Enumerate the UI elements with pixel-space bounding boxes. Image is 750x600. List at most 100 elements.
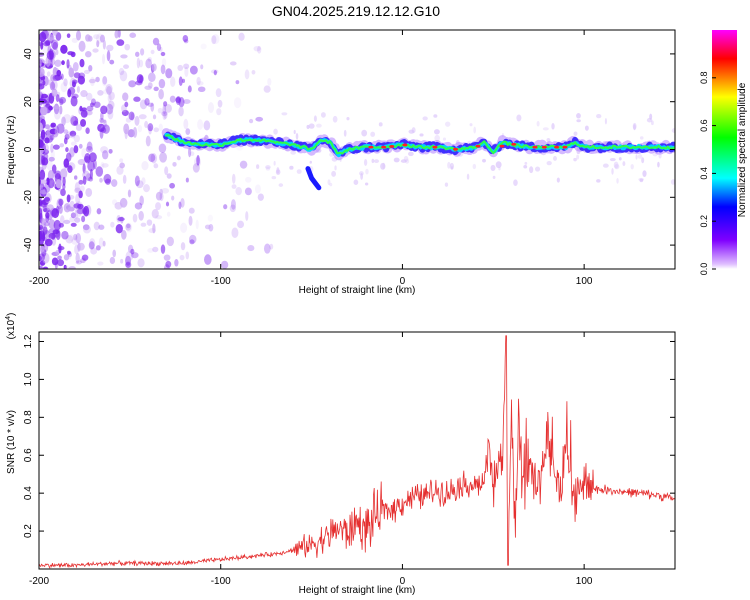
noise-blob: [473, 126, 477, 134]
noise-blob: [175, 97, 182, 104]
noise-blob: [124, 43, 131, 51]
x-tick-label: -100: [211, 576, 231, 587]
ridge-hotspot: [381, 145, 387, 149]
noise-blob: [78, 190, 83, 199]
noise-blob: [584, 125, 589, 131]
noise-blob: [39, 184, 44, 190]
noise-blob: [120, 216, 124, 224]
noise-blob: [295, 132, 299, 140]
noise-blob: [189, 151, 195, 157]
noise-blob: [170, 76, 176, 87]
noise-blob: [184, 66, 189, 78]
noise-blob: [82, 207, 87, 215]
noise-blob: [179, 254, 185, 261]
noise-blob: [55, 49, 59, 56]
noise-blob: [99, 117, 105, 123]
noise-blob: [238, 32, 245, 41]
y-tick-label: -20: [23, 190, 34, 205]
noise-blob: [161, 187, 170, 194]
spectrogram-x-ticks: -200 -100 0 100: [29, 30, 593, 287]
noise-blob: [125, 255, 132, 266]
noise-blob: [164, 104, 172, 113]
noise-blob: [147, 102, 154, 107]
noise-blob: [65, 152, 72, 162]
noise-blob: [174, 259, 179, 267]
noise-blob: [163, 111, 168, 119]
noise-blob: [158, 123, 163, 132]
noise-blob: [63, 129, 69, 134]
noise-blob: [39, 199, 43, 206]
noise-blob: [103, 173, 112, 184]
noise-blob: [609, 157, 616, 162]
noise-blob: [140, 48, 145, 56]
noise-blob: [128, 111, 135, 121]
snr-y-axis-label: SNR (10 * v/v): [6, 410, 17, 474]
noise-blob: [576, 154, 580, 160]
noise-blob: [47, 169, 55, 181]
noise-blob: [106, 44, 114, 52]
noise-blob: [77, 158, 86, 166]
noise-blob: [233, 97, 242, 109]
ridge-hotspot: [475, 144, 481, 148]
noise-blob: [152, 114, 157, 120]
noise-blob: [67, 250, 72, 260]
noise-blob: [39, 59, 46, 64]
colorbar-tick-label: 0.0: [699, 263, 709, 276]
noise-blob: [39, 31, 47, 43]
noise-blob: [42, 266, 49, 269]
noise-blob: [639, 178, 644, 183]
noise-blob: [119, 70, 128, 82]
noise-blob: [39, 195, 43, 207]
noise-blob: [70, 222, 77, 227]
noise-blob: [637, 154, 643, 159]
noise-blob: [158, 143, 167, 153]
noise-blob: [40, 41, 44, 50]
noise-blob: [614, 164, 620, 170]
colorbar-tick-label: 0.4: [699, 167, 709, 180]
noise-blob: [52, 41, 58, 51]
noise-blob: [63, 219, 71, 225]
noise-blob: [88, 176, 94, 182]
y-tick-label: 40: [23, 48, 34, 60]
noise-blob: [211, 35, 217, 45]
noise-blob: [44, 182, 51, 193]
noise-blob: [657, 161, 660, 168]
noise-blob: [159, 152, 167, 163]
noise-blob: [84, 153, 91, 164]
noise-blob: [54, 127, 59, 136]
noise-blob: [108, 148, 113, 154]
noise-blob: [48, 219, 56, 229]
noise-blob: [130, 248, 135, 255]
noise-blob: [66, 33, 71, 38]
noise-blob: [135, 51, 140, 57]
noise-blob: [611, 167, 614, 175]
noise-blob: [101, 150, 109, 160]
noise-blob: [74, 175, 78, 180]
noise-blob: [177, 64, 184, 72]
noise-blob: [92, 48, 99, 53]
noise-blob: [140, 222, 147, 227]
noise-blob: [162, 104, 167, 115]
noise-blob: [181, 78, 186, 84]
noise-blob: [147, 247, 154, 253]
noise-blob: [434, 134, 440, 142]
y-tick-label: 0.4: [23, 486, 34, 500]
ridge-hotspot: [389, 144, 395, 148]
noise-blob: [106, 50, 111, 62]
noise-blob: [150, 153, 157, 164]
noise-blob: [523, 164, 528, 169]
noise-blob: [144, 98, 150, 106]
noise-blob: [123, 123, 130, 135]
noise-blob: [133, 96, 141, 102]
noise-blob: [378, 122, 383, 127]
noise-blob: [120, 54, 128, 59]
noise-blob: [97, 261, 104, 266]
noise-blob: [111, 179, 118, 187]
noise-blob: [160, 64, 166, 75]
noise-blob: [150, 49, 155, 55]
noise-blob: [79, 58, 85, 68]
noise-blob: [536, 120, 540, 127]
noise-blob: [105, 103, 114, 115]
noise-blob: [58, 204, 63, 214]
